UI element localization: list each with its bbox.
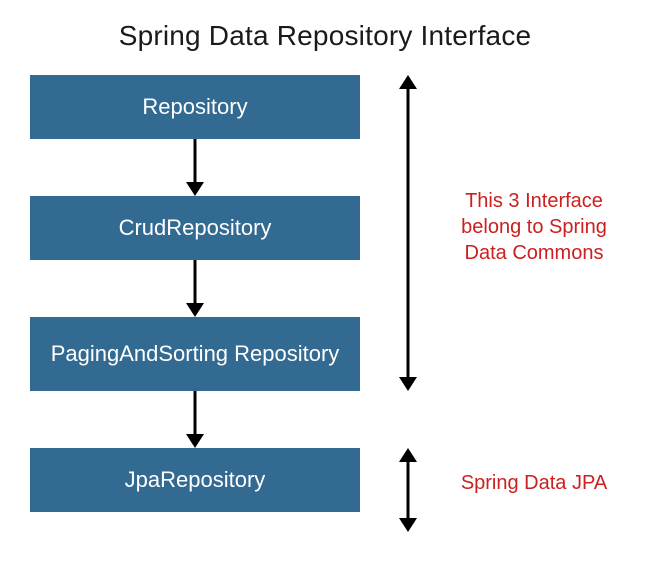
node-label: JpaRepository bbox=[125, 467, 266, 493]
arrow-down-icon bbox=[185, 139, 205, 196]
node-repository: Repository bbox=[30, 75, 360, 139]
diagram-canvas: Repository CrudRepository PagingAndSorti… bbox=[0, 70, 650, 560]
range-arrow-icon bbox=[398, 75, 418, 391]
annotation-commons: This 3 Interface belong to Spring Data C… bbox=[444, 188, 624, 266]
node-paging-sorting-repository: PagingAndSorting Repository bbox=[30, 317, 360, 391]
node-jpa-repository: JpaRepository bbox=[30, 448, 360, 512]
arrow-down-icon bbox=[185, 260, 205, 317]
page-title: Spring Data Repository Interface bbox=[0, 0, 650, 70]
annotation-text: Spring Data JPA bbox=[461, 472, 607, 494]
annotation-jpa: Spring Data JPA bbox=[444, 470, 624, 496]
node-label: Repository bbox=[142, 94, 247, 120]
range-arrow-icon bbox=[398, 448, 418, 532]
node-label: PagingAndSorting Repository bbox=[51, 341, 340, 367]
node-label: CrudRepository bbox=[119, 215, 272, 241]
annotation-text: This 3 Interface belong to Spring Data C… bbox=[461, 190, 607, 264]
node-crud-repository: CrudRepository bbox=[30, 196, 360, 260]
arrow-down-icon bbox=[185, 391, 205, 448]
